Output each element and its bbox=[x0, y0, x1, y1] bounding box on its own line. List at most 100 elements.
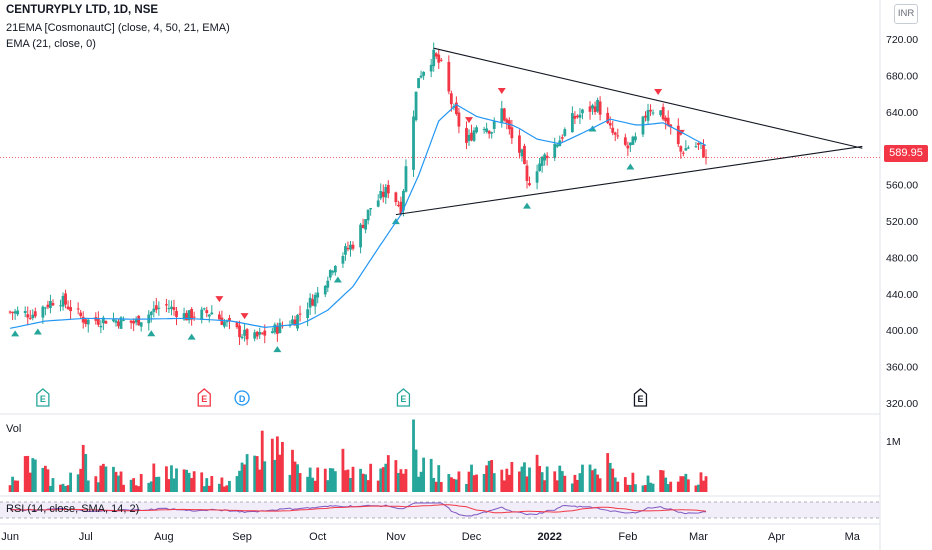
triangle-trendline bbox=[433, 47, 863, 149]
volume-bar bbox=[465, 483, 468, 492]
time-tick-label: 2022 bbox=[537, 531, 561, 543]
candle-body bbox=[447, 61, 451, 92]
candle-body bbox=[333, 265, 337, 273]
volume-bar bbox=[591, 470, 594, 492]
candle-body bbox=[573, 115, 577, 119]
time-tick-label: Ma bbox=[845, 531, 861, 543]
candle-body bbox=[611, 127, 615, 133]
volume-bar bbox=[576, 479, 579, 492]
rsi-pane bbox=[0, 501, 880, 519]
candle-body bbox=[414, 91, 418, 121]
currency-badge[interactable]: INR bbox=[894, 4, 918, 24]
volume-bar bbox=[210, 476, 214, 492]
volume-bar bbox=[308, 467, 312, 492]
volume-bar bbox=[644, 484, 647, 492]
candle-body bbox=[437, 54, 441, 63]
volume-bar bbox=[33, 459, 37, 492]
volume-bar bbox=[694, 485, 698, 492]
volume-bar bbox=[404, 469, 408, 492]
buy-signal-marker bbox=[522, 202, 531, 209]
candle-body bbox=[175, 310, 178, 317]
volume-bar bbox=[396, 472, 400, 492]
candle-body bbox=[490, 132, 494, 134]
candle-body bbox=[676, 125, 680, 145]
candle-body bbox=[255, 331, 259, 337]
candle-body bbox=[659, 110, 663, 116]
volume-bar bbox=[331, 468, 335, 492]
volume-bar bbox=[507, 474, 511, 492]
volume-bar bbox=[616, 481, 620, 492]
volume-bar bbox=[664, 477, 668, 492]
volume-bar bbox=[132, 478, 136, 492]
volume-bar bbox=[157, 476, 161, 492]
candle-body bbox=[457, 112, 461, 127]
volume-bar bbox=[96, 482, 100, 492]
volume-bar bbox=[613, 477, 617, 492]
volume-bar bbox=[528, 467, 531, 492]
volume-bar bbox=[379, 468, 383, 492]
volume-bar bbox=[122, 484, 125, 492]
volume-bar bbox=[523, 462, 526, 492]
volume-bar bbox=[704, 476, 708, 492]
earnings-marker: E bbox=[633, 388, 648, 407]
candle-body bbox=[341, 256, 345, 264]
candle-body bbox=[185, 312, 188, 321]
candle-body bbox=[13, 311, 17, 314]
volume-bar bbox=[364, 474, 368, 492]
volume-bar bbox=[112, 466, 115, 492]
price-tick-label: 440.00 bbox=[886, 289, 918, 301]
candle-body bbox=[260, 332, 264, 334]
candle-body bbox=[608, 122, 612, 126]
volume-bar bbox=[500, 469, 504, 492]
volume-bar bbox=[641, 485, 645, 492]
volume-bar bbox=[485, 465, 489, 492]
volume-bar bbox=[475, 474, 478, 492]
candle-body bbox=[704, 157, 708, 159]
volume-bar bbox=[369, 463, 373, 492]
volume-bar bbox=[394, 460, 398, 492]
volume-bar bbox=[467, 471, 471, 492]
candle-body bbox=[505, 119, 509, 123]
candle-body bbox=[41, 306, 45, 318]
candle-body bbox=[613, 132, 617, 135]
volume-bar bbox=[598, 478, 602, 492]
volume-bar bbox=[61, 483, 65, 492]
sell-signal-marker bbox=[464, 117, 473, 124]
volume-bar bbox=[326, 480, 330, 492]
volume-bar bbox=[596, 474, 599, 492]
candle-body bbox=[570, 113, 574, 133]
volume-bar bbox=[631, 472, 635, 492]
volume-bar bbox=[152, 463, 156, 492]
volume-bar bbox=[253, 455, 257, 492]
indicator-legend-21ema[interactable]: 21EMA [CosmonautC] (close, 4, 50, 21, EM… bbox=[6, 22, 230, 34]
volume-bar bbox=[11, 476, 15, 492]
volume-bar bbox=[291, 449, 294, 492]
candle-body bbox=[328, 270, 332, 278]
candle-body bbox=[384, 187, 388, 198]
event-letter: E bbox=[637, 394, 643, 404]
candle-body bbox=[439, 59, 443, 61]
candle-body bbox=[555, 144, 559, 147]
volume-bar bbox=[114, 471, 118, 492]
volume-bar bbox=[349, 478, 352, 492]
volume-bar bbox=[205, 478, 209, 492]
candle-body bbox=[487, 130, 491, 134]
candle-body bbox=[96, 318, 100, 325]
volume-bar bbox=[129, 479, 133, 492]
volume-bar bbox=[134, 485, 138, 492]
volume-bar bbox=[381, 467, 385, 492]
volume-bar bbox=[149, 481, 153, 492]
candle-body bbox=[273, 324, 277, 333]
indicator-legend-ema[interactable]: EMA (21, close, 0) bbox=[6, 38, 96, 50]
candle-body bbox=[104, 320, 108, 324]
volume-bar bbox=[570, 483, 574, 492]
candle-body bbox=[591, 105, 594, 109]
price-tick-label: 360.00 bbox=[886, 362, 918, 374]
candle-body bbox=[394, 192, 398, 203]
candle-body bbox=[649, 109, 652, 112]
sell-signal-marker bbox=[654, 88, 663, 95]
volume-bar bbox=[606, 453, 610, 492]
volume-label: Vol bbox=[6, 423, 22, 435]
volume-bar bbox=[422, 457, 426, 492]
